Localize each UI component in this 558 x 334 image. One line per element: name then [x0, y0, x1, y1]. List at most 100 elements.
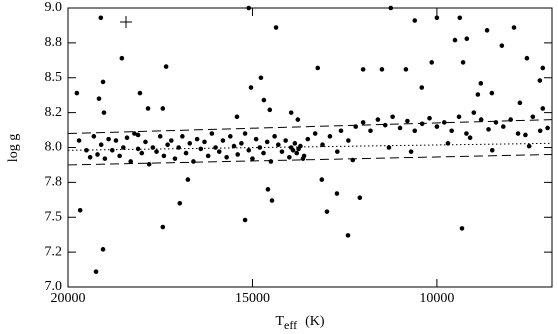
data-point	[91, 134, 97, 139]
data-point	[139, 150, 145, 156]
data-point	[360, 120, 366, 125]
data-point	[109, 147, 115, 153]
x-label-main: T	[275, 314, 284, 329]
data-point	[475, 92, 481, 97]
data-point	[185, 177, 191, 182]
data-point	[242, 131, 248, 136]
data-point	[161, 153, 167, 159]
data-point	[74, 90, 80, 96]
data-point	[305, 136, 311, 142]
data-point	[198, 146, 204, 152]
data-point	[357, 195, 363, 201]
data-point	[545, 125, 550, 131]
data-point	[452, 37, 458, 43]
data-point	[287, 154, 292, 160]
data-point	[95, 152, 100, 157]
data-point	[379, 67, 385, 72]
data-point	[235, 152, 240, 157]
data-point	[478, 81, 484, 86]
model-line	[67, 119, 553, 135]
data-point	[327, 134, 333, 139]
plot-frame	[67, 7, 553, 288]
data-point	[456, 114, 462, 120]
data-point	[268, 159, 274, 164]
data-point	[489, 147, 495, 153]
data-point	[312, 131, 318, 136]
data-point	[471, 110, 477, 115]
data-point	[445, 141, 451, 146]
data-point	[265, 187, 271, 192]
data-point	[135, 146, 141, 152]
data-point	[434, 124, 440, 129]
data-point	[246, 147, 252, 153]
data-point	[334, 191, 340, 196]
data-point	[537, 128, 543, 134]
data-point	[294, 150, 300, 156]
data-point	[412, 128, 418, 134]
data-point	[338, 128, 344, 134]
data-point	[137, 90, 143, 96]
data-point	[119, 55, 125, 61]
data-point	[117, 153, 122, 159]
data-point	[427, 115, 432, 121]
model-line	[67, 142, 553, 151]
data-point	[84, 147, 89, 153]
data-point	[202, 139, 207, 145]
data-point	[419, 121, 425, 127]
data-point	[517, 100, 523, 106]
data-point	[375, 117, 381, 122]
data-point	[194, 136, 200, 142]
data-point	[261, 97, 267, 103]
data-point	[526, 143, 532, 149]
data-point	[98, 15, 104, 21]
data-point	[191, 159, 196, 164]
data-point	[434, 15, 440, 21]
data-point	[257, 145, 263, 150]
data-point	[216, 149, 222, 154]
data-point	[345, 233, 351, 238]
data-point	[172, 156, 178, 161]
data-point	[419, 85, 425, 90]
data-point	[523, 132, 528, 138]
data-point	[113, 138, 119, 143]
y-tick-label: 8.2	[45, 105, 63, 120]
data-point	[397, 125, 403, 131]
data-point	[279, 149, 285, 154]
data-point	[484, 28, 490, 33]
data-point	[102, 156, 108, 161]
data-point	[288, 110, 294, 115]
y-tick-label: 8.0	[45, 140, 63, 155]
data-point	[261, 150, 266, 156]
data-point	[350, 157, 356, 163]
data-point	[77, 207, 83, 213]
data-point	[540, 65, 546, 71]
data-point	[315, 65, 321, 71]
data-point	[165, 142, 170, 148]
data-point	[253, 136, 259, 142]
data-point	[459, 226, 465, 231]
data-point	[298, 143, 303, 149]
data-point	[449, 128, 454, 134]
data-point	[242, 217, 248, 223]
data-point	[388, 5, 394, 11]
data-point	[334, 149, 340, 154]
data-point	[250, 156, 255, 161]
data-point	[96, 96, 102, 101]
data-point	[290, 147, 296, 153]
data-point	[524, 55, 530, 61]
data-point	[168, 138, 174, 143]
data-point	[145, 106, 151, 111]
data-point	[93, 269, 99, 274]
x-tick-label: 20000	[51, 291, 86, 306]
data-point	[154, 149, 159, 154]
data-point	[273, 25, 279, 30]
data-point	[160, 106, 166, 111]
data-point	[403, 67, 409, 72]
data-point	[183, 150, 189, 156]
x-label-unit: (K)	[305, 314, 325, 329]
data-point	[101, 110, 107, 115]
data-point	[176, 145, 181, 150]
data-point	[205, 153, 211, 159]
data-point	[98, 142, 104, 148]
data-point	[143, 139, 148, 145]
